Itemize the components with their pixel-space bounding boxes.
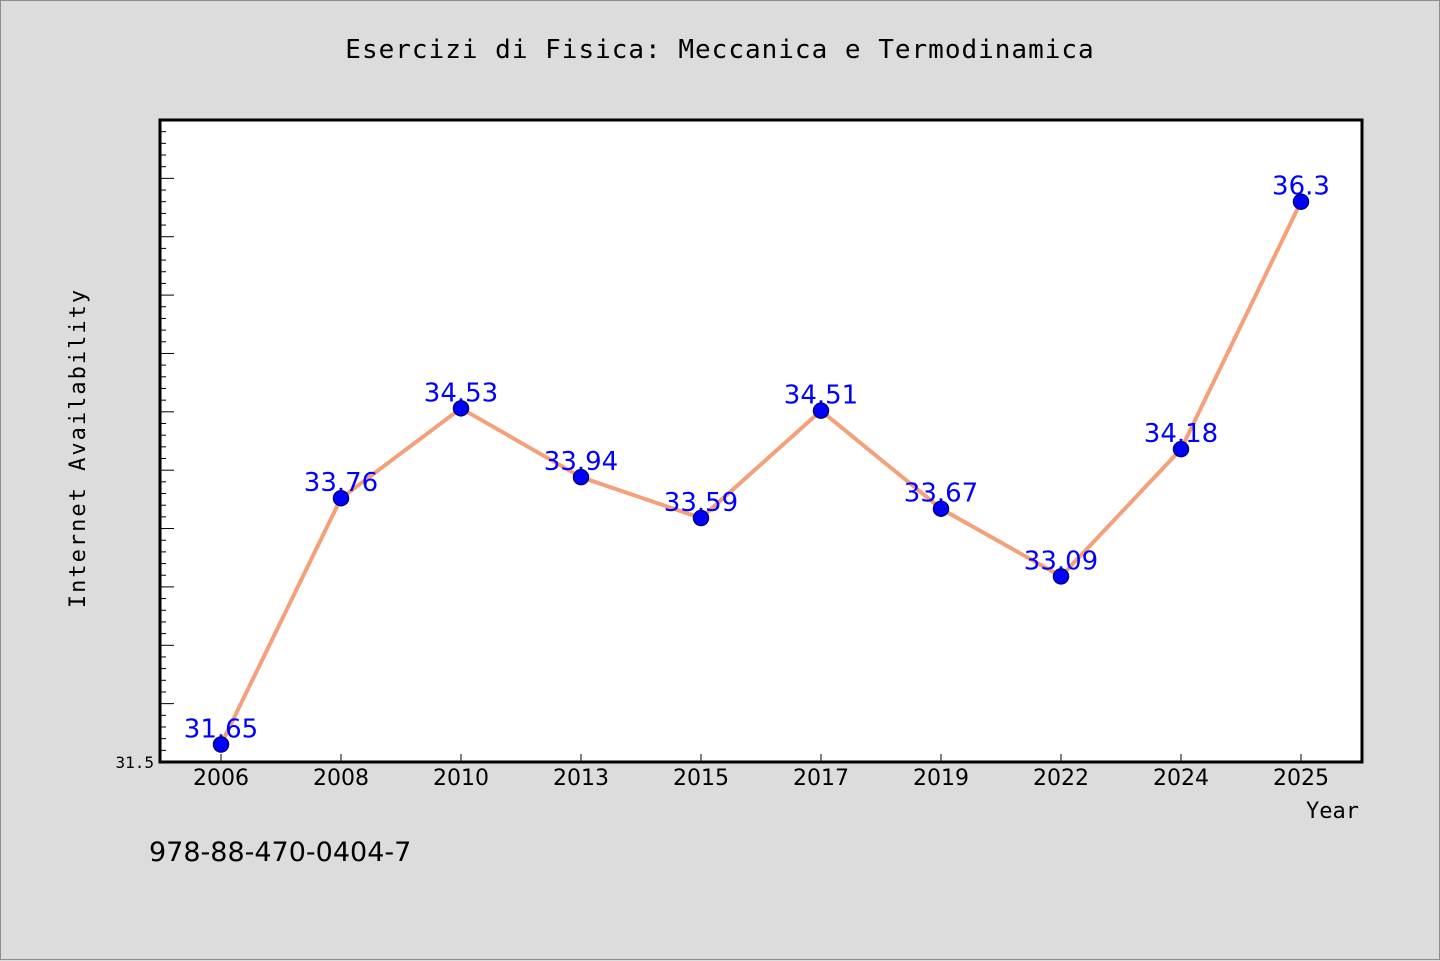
x-axis-ticks: [220, 754, 1302, 762]
x-tick-label: 2015: [673, 766, 729, 791]
data-point: [452, 400, 470, 417]
series-line: [219, 199, 1303, 747]
x-tick-label: 2024: [1153, 766, 1209, 791]
y-tick-label: 31.5: [115, 753, 154, 772]
x-axis-label: Year: [1306, 799, 1359, 824]
data-point: [1052, 568, 1070, 585]
x-axis-tick-labels: 2006 2008 2010 2013 2015 2017 2019 2022 2024 2025: [193, 766, 1329, 791]
isbn-footer: 978-88-470-0404-7: [149, 837, 412, 868]
data-point: [692, 509, 710, 527]
x-tick-label: 2025: [1273, 766, 1329, 791]
x-tick-label: 2022: [1033, 766, 1089, 791]
x-tick-label: 2017: [793, 766, 849, 791]
data-point: [932, 500, 950, 517]
y-axis-tick-labels: 31.5: [115, 753, 154, 772]
x-tick-label: 2010: [433, 766, 489, 791]
data-point: [572, 468, 590, 486]
y-axis-ticks: [160, 131, 174, 763]
data-point: [332, 489, 350, 507]
chart-title: Esercizi di Fisica: Meccanica e Termodin…: [345, 35, 1095, 65]
x-tick-label: 2013: [553, 766, 609, 791]
x-tick-label: 2019: [913, 766, 969, 791]
data-point: [1292, 193, 1310, 210]
x-tick-label: 2008: [313, 766, 369, 791]
y-axis-label: Internet Availability: [66, 288, 91, 608]
plot-area: [158, 118, 1364, 764]
data-point: [1172, 440, 1190, 458]
data-markers: [212, 193, 1310, 753]
data-point: [212, 736, 230, 753]
x-tick-label: 2006: [193, 766, 249, 791]
data-point: [812, 402, 830, 419]
